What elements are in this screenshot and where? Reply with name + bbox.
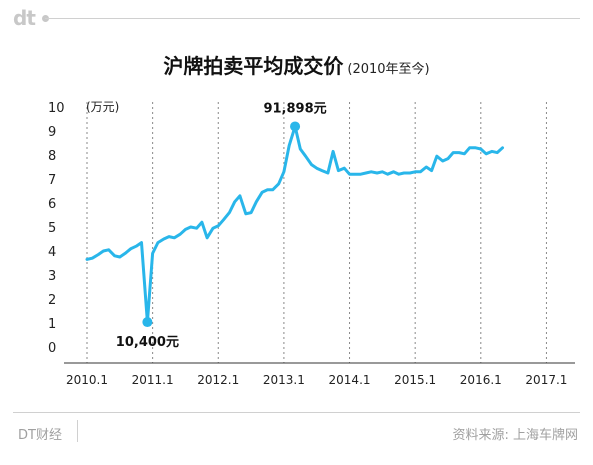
chart-title: 沪牌拍卖平均成交价 [163,54,344,78]
y-tick-label: 2 [48,293,56,308]
y-tick-label: 4 [48,245,56,260]
footer-separator [77,420,78,442]
y-tick-label: 5 [48,221,56,236]
chart-title-block: 沪牌拍卖平均成交价 (2010年至今) [0,50,593,79]
x-tick-label: 2010.1 [66,373,108,387]
y-tick-label: 9 [48,125,56,140]
y-tick-label: 0 [48,341,56,356]
line-chart: 2010.1 2011.1 2012.1 2013.1 2014.1 2015.1 2016… [48,100,575,387]
x-tick-label: 2014.1 [329,373,371,387]
y-tick-label: 3 [48,269,56,284]
y-tick-label: 6 [48,197,56,212]
chart-subtitle: (2010年至今) [347,62,430,77]
x-tick-label: 2017.1 [525,373,567,387]
data-point-marker [142,317,153,328]
x-tick-label: 2011.1 [132,373,174,387]
footer-divider [13,412,580,413]
x-tick-label: 2016.1 [460,373,502,387]
y-tick-label: 7 [48,173,56,188]
footer-brand: DT财经 [18,428,62,443]
x-tick-label: 2012.1 [197,373,239,387]
y-tick-label: 10 [48,101,65,116]
data-label: 10,400元 [116,335,179,350]
header-divider [45,18,580,19]
y-tick-label: 1 [48,317,56,332]
x-tick-label: 2013.1 [263,373,305,387]
data-point-marker [290,121,301,132]
y-axis-label: (万元) [86,100,119,114]
y-tick-label: 8 [48,149,56,164]
x-tick-label: 2015.1 [394,373,436,387]
data-label: 91,898元 [263,101,326,116]
series-line [85,124,504,324]
footer-source: 资料来源: 上海车牌网 [452,428,578,443]
brand-logo: dt [13,6,36,30]
